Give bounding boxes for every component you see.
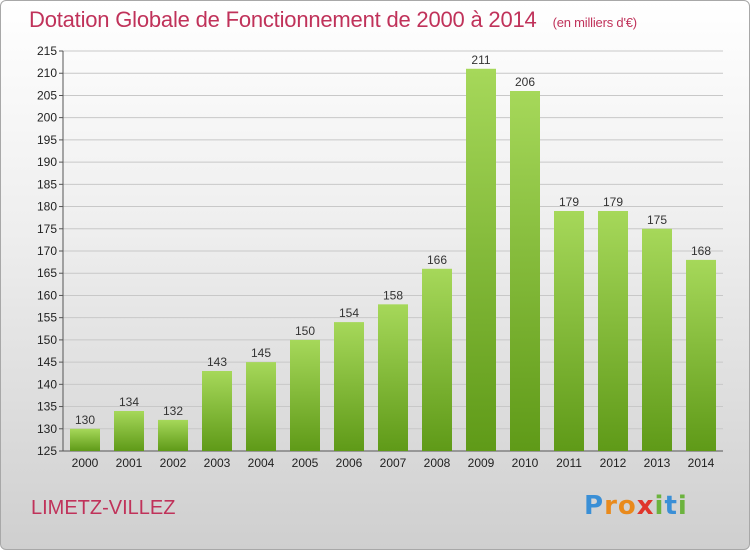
y-tick-label: 135 — [37, 400, 57, 414]
y-tick-label: 150 — [37, 333, 57, 347]
y-tick-label: 215 — [37, 44, 57, 58]
value-label: 150 — [295, 324, 315, 338]
value-label: 130 — [75, 413, 95, 427]
value-label: 211 — [471, 53, 490, 67]
x-tick-label: 2012 — [600, 456, 627, 470]
x-tick-label: 2007 — [380, 456, 407, 470]
x-tick-label: 2006 — [336, 456, 363, 470]
y-tick-label: 160 — [37, 288, 57, 302]
value-label: 175 — [647, 213, 667, 227]
value-label: 168 — [691, 244, 711, 258]
value-label: 134 — [119, 395, 139, 409]
y-tick-label: 185 — [37, 177, 57, 191]
bar-2003 — [202, 371, 232, 451]
value-label: 179 — [603, 195, 623, 209]
x-tick-label: 2004 — [248, 456, 275, 470]
bar-2010 — [510, 91, 540, 451]
x-tick-label: 2009 — [468, 456, 495, 470]
bars — [70, 68, 716, 452]
chart-title-text: Dotation Globale de Fonctionnement de 20… — [29, 7, 537, 32]
x-tick-label: 2010 — [512, 456, 539, 470]
value-label: 143 — [207, 355, 227, 369]
commune-name: LIMETZ-VILLEZ — [31, 497, 176, 519]
y-tick-label: 145 — [37, 355, 57, 369]
value-label: 166 — [427, 253, 447, 267]
value-label: 154 — [339, 306, 359, 320]
value-label: 132 — [163, 404, 183, 418]
value-label: 179 — [559, 195, 579, 209]
y-tick-label: 190 — [37, 155, 57, 169]
x-tick-label: 2000 — [72, 456, 99, 470]
bar-2008 — [422, 268, 452, 451]
bar-2001 — [114, 411, 144, 451]
bar-2004 — [246, 362, 276, 451]
bar-2014 — [686, 259, 716, 451]
axes: 125 130 135 140 145 150 155 160 165 170 175 180 185 1… — [37, 44, 723, 458]
chart-title: Dotation Globale de Fonctionnement de 20… — [29, 7, 637, 33]
y-tick-label: 130 — [37, 422, 57, 436]
value-label: 158 — [383, 288, 403, 302]
bar-2005 — [290, 339, 320, 451]
y-tick-label: 170 — [37, 244, 57, 258]
x-tick-label: 2014 — [688, 456, 715, 470]
y-tick-label: 205 — [37, 88, 57, 102]
bar-2013 — [642, 228, 672, 451]
bar-2000 — [70, 428, 100, 451]
x-tick-label: 2002 — [160, 456, 187, 470]
y-tick-label: 180 — [37, 200, 57, 214]
value-label: 145 — [251, 346, 271, 360]
y-tick-label: 125 — [37, 444, 57, 458]
x-tick-label: 2005 — [292, 456, 319, 470]
x-tick-label: 2011 — [556, 456, 582, 470]
bar-2006 — [334, 322, 364, 451]
bar-2009 — [466, 68, 496, 452]
x-tick-label: 2003 — [204, 456, 231, 470]
bar-2011 — [554, 211, 584, 451]
x-tick-label: 2001 — [116, 456, 143, 470]
value-label: 206 — [515, 75, 535, 89]
y-tick-label: 195 — [37, 133, 57, 147]
y-tick-label: 200 — [37, 111, 57, 125]
y-tick-label: 210 — [37, 66, 57, 80]
y-tick-label: 140 — [37, 377, 57, 391]
y-tick-label: 155 — [37, 311, 57, 325]
chart-unit: (en milliers d'€) — [552, 15, 638, 30]
y-tick-label: 175 — [37, 222, 57, 236]
x-tick-label: 2013 — [644, 456, 671, 470]
y-tick-label: 165 — [37, 266, 57, 280]
x-tick-label: 2008 — [424, 456, 451, 470]
bar-2007 — [378, 304, 408, 451]
labels: 130 2000 134 2001 132 2002 143 2003 145 2004 150 20… — [72, 53, 715, 470]
proxiti-logo: Proxiti — [584, 491, 688, 521]
bar-2002 — [158, 419, 188, 451]
bar-2012 — [598, 211, 628, 451]
